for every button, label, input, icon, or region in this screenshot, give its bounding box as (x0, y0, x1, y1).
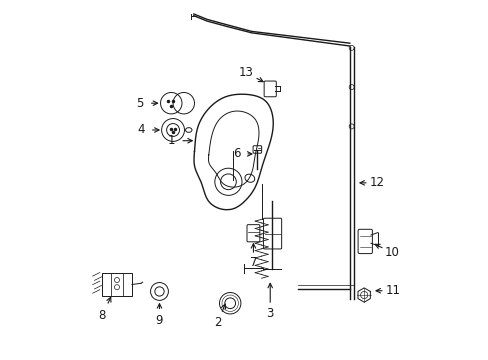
Text: 12: 12 (368, 176, 384, 189)
Text: 1: 1 (167, 134, 175, 147)
Text: 7: 7 (249, 256, 257, 269)
Text: 5: 5 (136, 97, 143, 110)
Text: 11: 11 (385, 284, 400, 297)
Bar (102, 273, 132, 296)
Text: 8: 8 (99, 309, 106, 321)
Text: 9: 9 (155, 314, 163, 327)
Text: 2: 2 (214, 316, 221, 329)
Text: 4: 4 (137, 123, 144, 136)
Text: 13: 13 (238, 66, 253, 79)
Text: 10: 10 (384, 246, 398, 258)
Text: 6: 6 (232, 148, 240, 161)
Text: 3: 3 (266, 307, 273, 320)
